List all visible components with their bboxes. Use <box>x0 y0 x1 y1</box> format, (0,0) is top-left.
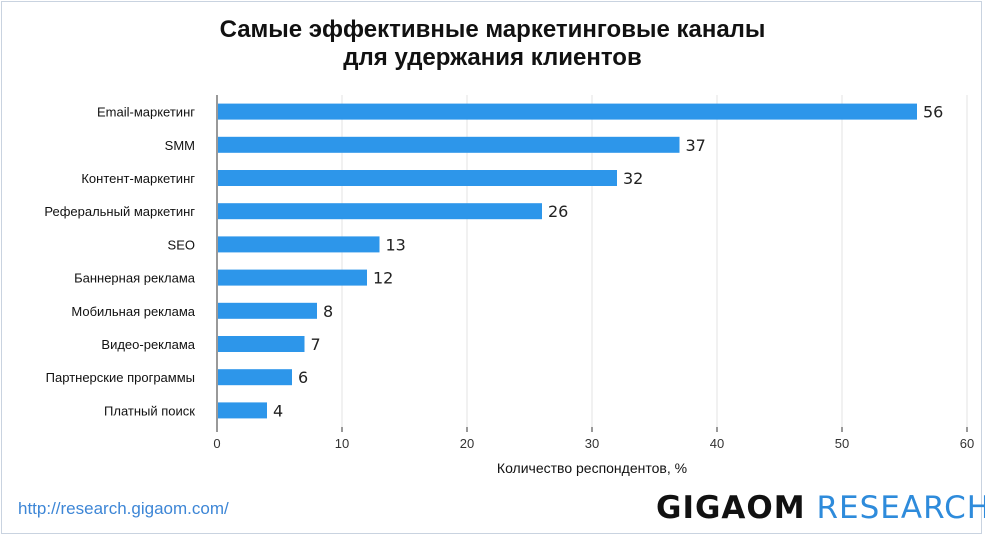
category-label: Платный поиск <box>104 403 195 418</box>
x-tick-label: 50 <box>835 436 849 451</box>
data-label: 7 <box>311 335 321 354</box>
bar <box>218 369 292 386</box>
bar <box>218 136 680 153</box>
category-label: Мобильная реклама <box>71 304 195 319</box>
gigaom-research-logo: GIGAOM RESEARCH <box>656 488 985 528</box>
logo-research: RESEARCH <box>816 490 985 526</box>
x-tick-label: 60 <box>960 436 974 451</box>
title-line-1: Самые эффективные маркетинговые каналы <box>219 16 766 43</box>
data-label: 4 <box>273 401 283 420</box>
category-label: SEO <box>168 237 195 252</box>
bar <box>218 402 267 419</box>
x-axis-title: Количество респондентов, % <box>497 460 687 476</box>
x-tick-label: 20 <box>460 436 474 451</box>
category-label: Реферальный маркетинг <box>44 204 195 219</box>
data-label: 8 <box>323 302 333 321</box>
source-url[interactable]: http://research.gigaom.com/ <box>18 499 229 518</box>
bar <box>218 336 305 352</box>
category-label: SMM <box>165 138 195 153</box>
data-label: 12 <box>373 269 393 288</box>
data-label: 37 <box>686 136 706 155</box>
category-label: Email-маркетинг <box>97 105 195 120</box>
title-line-2: для удержания клиентов <box>343 44 642 71</box>
category-label: Контент-маркетинг <box>81 171 195 186</box>
x-tick-label: 30 <box>585 436 599 451</box>
bar <box>218 170 617 186</box>
data-label: 32 <box>623 169 643 188</box>
x-tick-label: 0 <box>213 436 220 451</box>
data-label: 26 <box>548 202 568 221</box>
logo-gigaom: GIGAOM <box>656 490 806 526</box>
category-label: Партнерские программы <box>46 370 195 385</box>
data-label: 6 <box>298 368 308 387</box>
bar <box>218 203 542 220</box>
bar <box>218 302 317 319</box>
data-label: 13 <box>386 235 406 254</box>
category-label: Видео-реклама <box>101 337 195 352</box>
data-label: 56 <box>923 103 943 122</box>
category-label: Баннерная реклама <box>74 271 196 286</box>
x-tick-label: 10 <box>335 436 349 451</box>
bar <box>218 236 380 253</box>
bar <box>218 103 917 120</box>
chart-title: Самые эффективные маркетинговые каналы д… <box>0 16 985 72</box>
bar <box>218 269 367 286</box>
x-tick-label: 40 <box>710 436 724 451</box>
